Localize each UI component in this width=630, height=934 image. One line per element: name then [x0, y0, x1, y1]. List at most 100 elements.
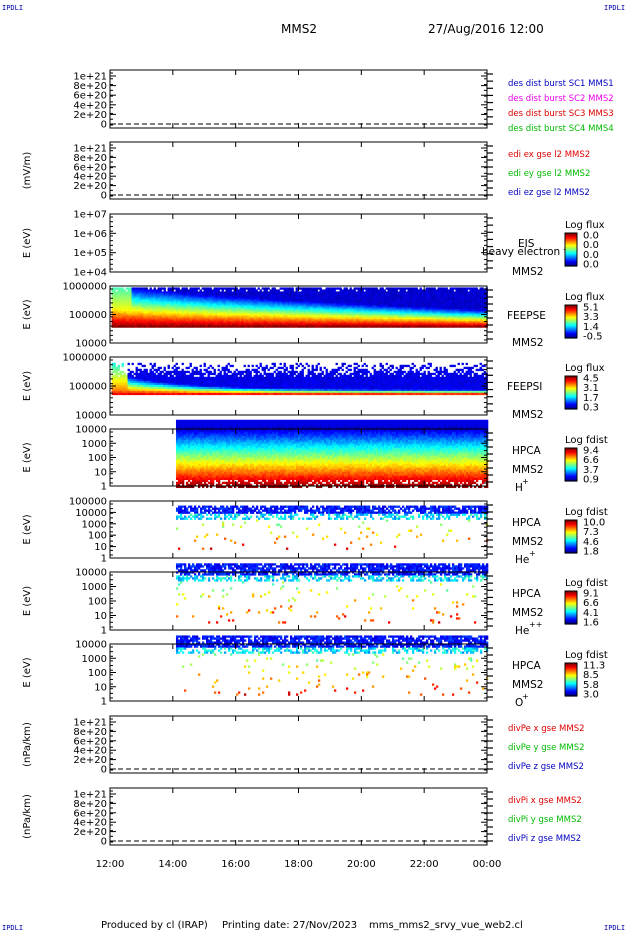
spectrogram-cell	[149, 321, 152, 324]
spectrogram-cell	[401, 317, 404, 320]
colorbar-cell	[565, 323, 577, 326]
spectrogram-cell	[305, 319, 308, 322]
spectrogram-cell	[139, 321, 142, 324]
spectrogram-cell	[173, 295, 176, 298]
spectrogram-cell	[271, 297, 274, 300]
spectrogram-cell	[469, 299, 472, 302]
spectrogram-cell	[215, 388, 218, 392]
spectrogram-cell	[121, 301, 124, 304]
spectrogram-cell	[263, 315, 266, 318]
spectrogram-cell	[375, 311, 378, 314]
spectrogram-cell	[289, 289, 292, 292]
spectrogram-cell	[153, 299, 156, 302]
spectrogram-cell	[219, 380, 222, 384]
spectrogram-cell	[297, 297, 300, 300]
spectrogram-cell	[163, 374, 166, 378]
spectrogram-cell	[313, 307, 316, 310]
spectrogram-cell	[159, 293, 162, 296]
spectrogram-cell	[127, 378, 130, 382]
spectrogram-cell	[117, 301, 120, 304]
spectrogram-cell	[463, 305, 466, 308]
spectrogram-cell	[225, 366, 228, 370]
spectrogram-cell	[437, 313, 440, 316]
spectrogram-cell	[421, 313, 424, 316]
spectrogram-cell	[143, 307, 146, 310]
spectrogram-cell	[155, 374, 158, 378]
spectrogram-cell	[179, 325, 182, 328]
spectrogram-cell	[129, 315, 132, 318]
spectrogram-cell	[181, 287, 184, 290]
spectrogram-cell	[283, 305, 286, 308]
spectrogram-cell	[155, 321, 158, 324]
spectrogram-cell	[285, 287, 288, 290]
spectrogram-cell	[419, 299, 422, 302]
spectrogram-cell	[451, 299, 454, 302]
spectrogram-cell	[321, 323, 324, 326]
spectrogram-cell	[315, 299, 318, 302]
spectrogram-cell	[383, 307, 386, 310]
spectrogram-cell	[209, 303, 212, 306]
spectrogram-cell	[307, 301, 310, 304]
spectrogram-cell	[347, 321, 350, 324]
spectrogram-cell	[283, 311, 286, 314]
spectrogram-cell	[399, 303, 402, 306]
spectrogram-cell	[269, 321, 272, 324]
spectrogram-cell	[345, 297, 348, 300]
spectrogram-cell	[305, 289, 308, 292]
spectrogram-cell	[351, 305, 354, 308]
spectrogram-cell	[163, 386, 166, 390]
spectrogram-cell	[483, 321, 486, 324]
spectrogram-cell	[145, 303, 148, 306]
spectrogram-cell	[159, 315, 162, 318]
spectrogram-cell	[233, 307, 236, 310]
spectrogram-cell	[465, 325, 468, 328]
spectrogram-cell	[185, 291, 188, 294]
spectrogram-cell	[405, 299, 408, 302]
spectrogram-cell	[255, 382, 258, 386]
spectrogram-cell	[245, 378, 248, 382]
spectrogram-cell	[219, 374, 222, 378]
spectrogram-cell	[237, 378, 240, 382]
spectrogram-cell	[155, 315, 158, 318]
spectrogram-cell	[195, 388, 198, 392]
spectrogram-cell	[237, 299, 240, 302]
spectrogram-cell	[331, 287, 334, 290]
spectrogram-cell	[215, 313, 218, 316]
spectrogram-cell	[137, 325, 140, 328]
spectrogram-cell	[397, 291, 400, 294]
spectrogram-cell	[205, 384, 208, 388]
spectrogram-cell	[173, 384, 176, 388]
spectrogram-cell	[113, 297, 116, 300]
spectrogram-cell	[203, 317, 206, 320]
spectrogram-cell	[343, 319, 346, 322]
spectrogram-cell	[217, 299, 220, 302]
spectrogram-cell	[231, 293, 234, 296]
spectrogram-cell	[399, 311, 402, 314]
spectrogram-cell	[189, 307, 192, 310]
spectrogram-cell	[175, 315, 178, 318]
spectrogram-cell	[317, 309, 320, 312]
spectrogram-cell	[369, 325, 372, 328]
spectrogram-cell	[227, 311, 230, 314]
spectrogram-cell	[197, 307, 200, 310]
spectrogram-cell	[135, 287, 138, 290]
spectrogram-cell	[145, 297, 148, 300]
spectrogram-cell	[327, 289, 330, 292]
spectrogram-cell	[367, 319, 370, 322]
spectrogram-cell	[429, 323, 432, 326]
spectrogram-cell	[163, 293, 166, 296]
spectrogram-cell	[297, 301, 300, 304]
spectrogram-cell	[249, 376, 252, 380]
spectrogram-cell	[213, 293, 216, 296]
spectrogram-cell	[447, 317, 450, 320]
spectrogram-cell	[111, 392, 114, 396]
spectrogram-cell	[215, 311, 218, 314]
spectrogram-cell	[259, 291, 262, 294]
spectrogram-cell	[429, 289, 432, 292]
spectrogram-cell	[363, 297, 366, 300]
spectrogram-cell	[309, 321, 312, 324]
spectrogram-cell	[425, 307, 428, 310]
spectrogram-cell	[163, 305, 166, 308]
spectrogram-cell	[115, 323, 118, 326]
